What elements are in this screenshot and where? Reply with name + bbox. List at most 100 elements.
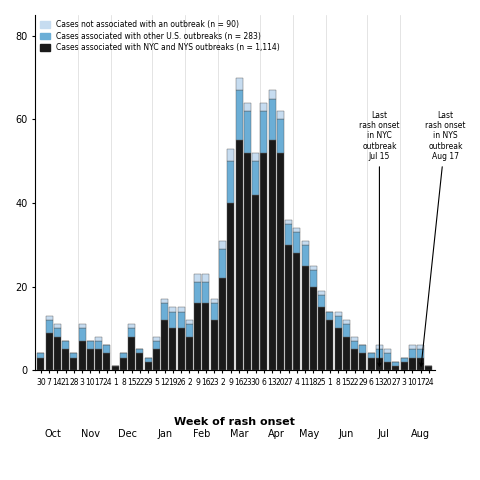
Bar [112,366,119,370]
Bar [186,324,193,336]
Bar [37,358,44,370]
Bar [318,308,325,370]
Bar [161,299,168,303]
Bar [153,349,160,370]
Bar [120,358,127,370]
Bar [252,153,259,161]
Bar [409,358,416,370]
Text: Oct: Oct [45,429,61,439]
Bar [120,353,127,358]
Bar [46,333,53,370]
Bar [376,349,383,358]
Bar [343,324,350,336]
Bar [244,103,251,111]
Bar [178,308,185,312]
Text: Jul: Jul [378,429,389,439]
Bar [318,291,325,295]
Bar [343,320,350,324]
Bar [186,320,193,324]
Text: Feb: Feb [193,429,211,439]
Bar [335,312,342,316]
Bar [136,349,144,353]
Bar [62,349,69,370]
Bar [310,287,317,370]
Bar [285,245,292,370]
Bar [79,341,85,370]
Bar [144,358,152,362]
Text: Jan: Jan [157,429,172,439]
Bar [203,274,209,282]
Bar [194,303,201,370]
Bar [144,362,152,370]
Bar [186,336,193,370]
Bar [360,345,366,353]
Bar [236,78,242,90]
Bar [260,111,267,153]
Bar [326,312,334,320]
Bar [376,345,383,349]
Bar [71,358,77,370]
Text: Last
rash onset
in NYS
outbreak
Aug 17: Last rash onset in NYS outbreak Aug 17 [420,110,466,366]
Bar [260,103,267,111]
Bar [54,328,61,336]
Bar [268,98,276,140]
Bar [277,153,284,370]
Bar [227,203,234,370]
Bar [417,349,424,358]
Bar [46,316,53,320]
Bar [335,328,342,370]
Bar [128,324,135,328]
Bar [161,320,168,370]
Bar [71,353,77,358]
Bar [211,320,218,370]
Bar [236,90,242,140]
Bar [37,353,44,358]
Bar [136,353,144,370]
Bar [326,320,334,370]
Bar [95,336,102,341]
Bar [128,336,135,370]
Bar [153,336,160,341]
Bar [153,341,160,349]
Bar [161,303,168,320]
Bar [194,274,201,282]
Text: Apr: Apr [268,429,285,439]
Bar [360,353,366,370]
Bar [236,140,242,370]
Legend: Cases not associated with an outbreak (n = 90), Cases associated with other U.S.: Cases not associated with an outbreak (n… [39,19,281,53]
Bar [128,328,135,336]
Bar [351,349,358,370]
Bar [79,328,85,341]
Bar [260,153,267,370]
Bar [393,362,399,366]
Bar [401,362,408,370]
Bar [277,111,284,120]
Bar [417,358,424,370]
Bar [335,316,342,328]
Text: May: May [299,429,319,439]
Bar [252,161,259,195]
Bar [203,303,209,370]
Bar [318,295,325,308]
Bar [219,240,226,249]
Bar [310,270,317,287]
Bar [409,349,416,358]
Bar [62,341,69,349]
Bar [301,240,309,245]
Bar [194,282,201,303]
Bar [46,320,53,333]
Text: Aug: Aug [411,429,430,439]
Bar [178,328,185,370]
Bar [301,245,309,265]
Bar [169,328,177,370]
Bar [268,90,276,98]
Bar [351,341,358,349]
Bar [285,220,292,224]
Bar [95,349,102,370]
Bar [285,224,292,245]
Bar [310,265,317,270]
Bar [351,336,358,341]
Bar [368,353,375,358]
Bar [169,312,177,328]
Bar [293,253,300,370]
